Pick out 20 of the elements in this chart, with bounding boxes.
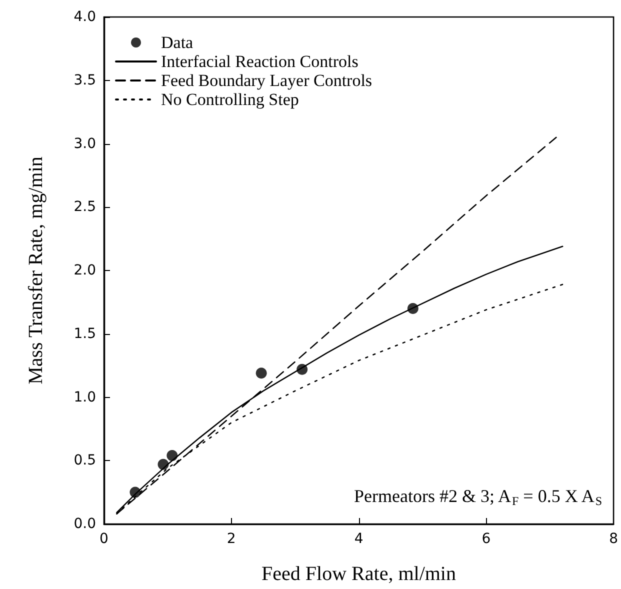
- y-tick-label: 0.5: [74, 452, 96, 469]
- x-tick-label: 8: [609, 531, 618, 547]
- legend-label: No Controlling Step: [161, 90, 299, 109]
- legend-label: Data: [161, 33, 194, 52]
- x-tick-label: 4: [354, 531, 364, 547]
- x-tick-label: 6: [482, 531, 491, 547]
- y-tick-label: 1.0: [74, 389, 96, 406]
- y-tick-label: 4.0: [74, 9, 96, 25]
- y-axis-title: Mass Transfer Rate, mg/min: [25, 156, 47, 384]
- legend-label: Feed Boundary Layer Controls: [161, 71, 372, 90]
- y-tick-label: 2.5: [74, 199, 96, 216]
- y-tick-label: 1.5: [74, 326, 96, 342]
- x-tick-label: 2: [226, 531, 236, 547]
- y-tick-label: 3.5: [74, 72, 96, 88]
- x-tick-label: 0: [100, 531, 108, 547]
- legend-label: Interfacial Reaction Controls: [161, 52, 358, 71]
- y-tick-label: 3.0: [74, 136, 96, 152]
- y-tick-label: 2.0: [74, 262, 96, 278]
- y-tick-label: 0.0: [74, 516, 96, 532]
- x-axis-title: Feed Flow Rate, ml/min: [262, 563, 456, 585]
